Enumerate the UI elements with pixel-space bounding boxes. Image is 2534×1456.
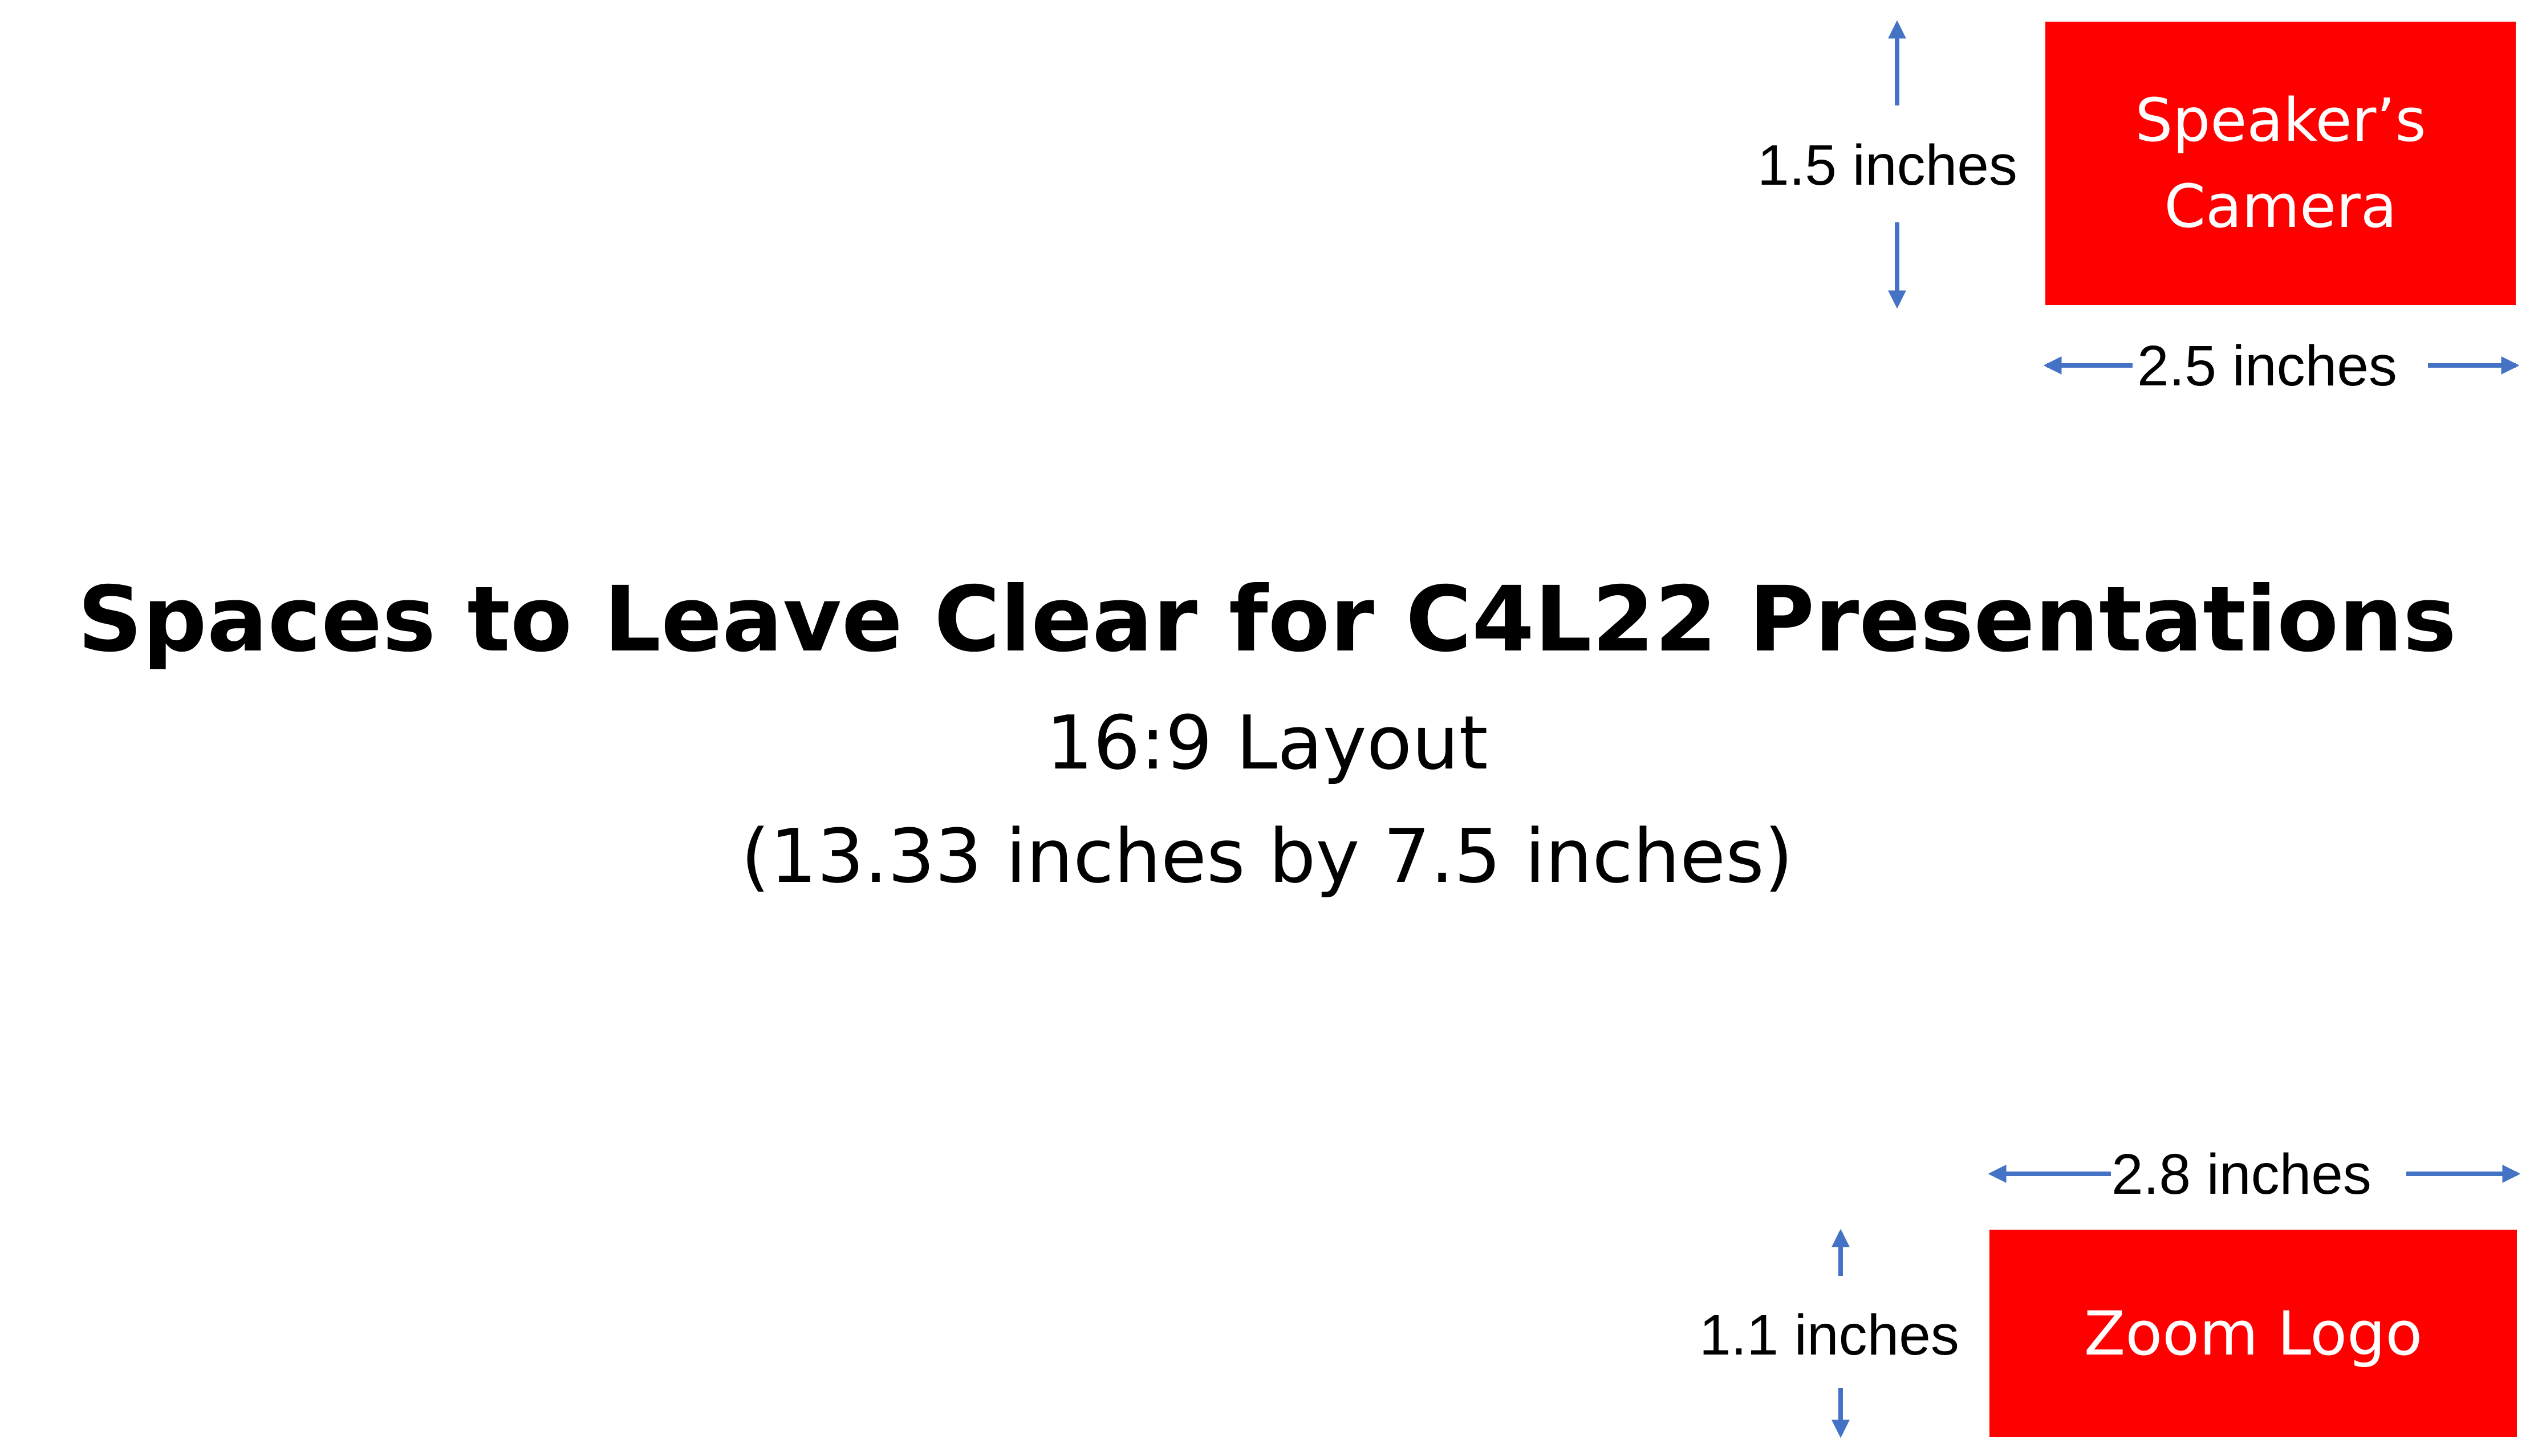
speaker-camera-box: Speaker’s Camera	[2045, 22, 2516, 305]
subtitle-layout: 16:9 Layout	[1046, 699, 1488, 786]
logo-width-label: 2.8 inches	[2111, 1142, 2371, 1206]
page-title: Spaces to Leave Clear for C4L22 Presenta…	[77, 567, 2457, 672]
speaker-camera-line2: Camera	[2164, 171, 2397, 241]
camera-width-label: 2.5 inches	[2137, 334, 2397, 398]
logo-height-label: 1.1 inches	[1699, 1303, 1959, 1367]
camera-height-label: 1.5 inches	[1757, 133, 2017, 197]
speaker-camera-line1: Speaker’s	[2135, 85, 2426, 155]
zoom-logo-box: Zoom Logo	[1989, 1230, 2517, 1437]
subtitle-dimensions: (13.33 inches by 7.5 inches)	[741, 813, 1793, 900]
zoom-logo-label: Zoom Logo	[2084, 1298, 2423, 1369]
